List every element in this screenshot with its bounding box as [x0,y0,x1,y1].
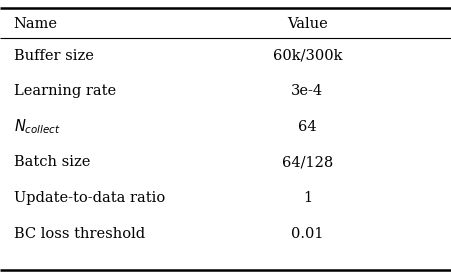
Text: Batch size: Batch size [14,155,90,169]
Text: 0.01: 0.01 [290,227,323,240]
Text: BC loss threshold: BC loss threshold [14,227,144,240]
Text: $N_{collect}$: $N_{collect}$ [14,117,60,136]
Text: Update-to-data ratio: Update-to-data ratio [14,191,165,205]
Text: 1: 1 [302,191,311,205]
Text: Name: Name [14,17,57,31]
Text: 3e-4: 3e-4 [290,84,323,98]
Text: Value: Value [286,17,327,31]
Text: Buffer size: Buffer size [14,49,93,63]
Text: 64/128: 64/128 [281,155,332,169]
Text: Learning rate: Learning rate [14,84,115,98]
Text: 60k/300k: 60k/300k [272,49,341,63]
Text: 64: 64 [297,120,316,134]
